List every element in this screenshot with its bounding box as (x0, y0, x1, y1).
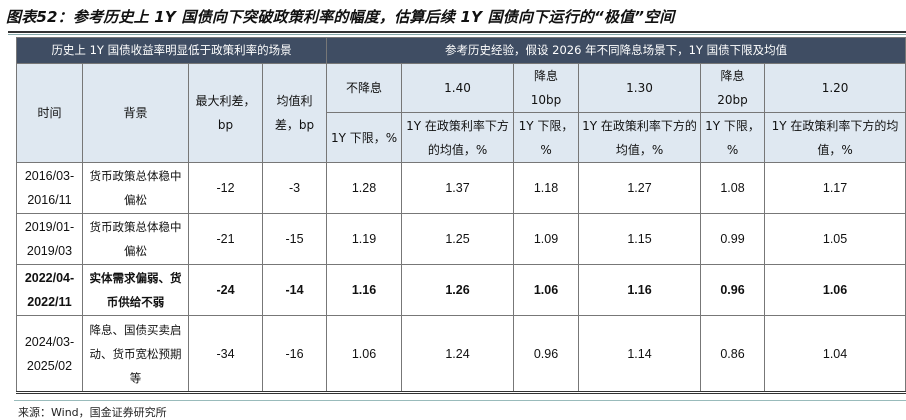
max-spread-cell: -21 (188, 213, 263, 265)
value-cell: 1.16 (326, 264, 403, 316)
background-cell: 降息、国债买卖启动、货币宽松预期等 (82, 315, 189, 393)
value-cell: 1.04 (764, 315, 906, 393)
value-cell: 0.96 (513, 315, 580, 393)
value-cell: 1.16 (578, 264, 702, 316)
col-time: 时间 (16, 63, 83, 163)
value-cell: 0.86 (700, 315, 766, 393)
mean-spread-cell: -14 (261, 264, 328, 316)
scenario-rate: 1.40 (401, 63, 515, 113)
col-background: 背景 (82, 63, 189, 163)
value-cell: 1.05 (764, 213, 906, 265)
time-cell: 2016/03-2016/11 (16, 162, 83, 214)
value-cell: 1.27 (578, 162, 702, 214)
max-spread-cell: -12 (188, 162, 263, 214)
value-cell: 1.24 (401, 315, 515, 393)
table-row: 2022/04-2022/11 实体需求偏弱、货币供给不弱 -24 -14 1.16 1.… (16, 264, 906, 316)
max-spread-cell: -24 (188, 264, 263, 316)
source-rule (14, 400, 906, 401)
table-row: 2019/01-2019/03 货币政策总体稳中偏松 -21 -15 1.19 1.25 1… (16, 213, 906, 265)
scenario-rate: 1.30 (578, 63, 702, 113)
value-cell: 1.28 (326, 162, 403, 214)
scenario-name: 不降息 (326, 63, 403, 113)
sub-mean: 1Y 在政策利率下方的均值，% (764, 112, 906, 163)
value-cell: 1.08 (700, 162, 766, 214)
value-cell: 1.06 (513, 264, 580, 316)
source-note: 来源：Wind，国金证券研究所 (18, 406, 167, 419)
time-cell: 2019/01-2019/03 (16, 213, 83, 265)
figure-title: 图表52：参考历史上 1Y 国债向下突破政策利率的幅度，估算后续 1Y 国债向下… (6, 8, 675, 26)
col-mean-spread: 均值利差，bp (261, 63, 328, 163)
scenario-name: 降息 10bp (513, 63, 580, 113)
left-group-header: 历史上 1Y 国债收益率明显低于政策利率的场景 (15, 37, 328, 64)
right-group-header: 参考历史经验，假设 2026 年不同降息场景下，1Y 国债下限及均值 (326, 37, 906, 64)
sub-lower: 1Y 下限，% (513, 112, 580, 163)
value-cell: 1.18 (513, 162, 580, 214)
value-cell: 1.06 (326, 315, 403, 393)
mean-spread-cell: -16 (261, 315, 328, 393)
value-cell: 1.37 (401, 162, 515, 214)
time-cell: 2022/04-2022/11 (16, 264, 83, 316)
background-cell: 货币政策总体稳中偏松 (82, 213, 189, 265)
sub-mean: 1Y 在政策利率下方的均值，% (578, 112, 702, 163)
value-cell: 0.96 (700, 264, 766, 316)
mean-spread-cell: -3 (261, 162, 328, 214)
background-cell: 货币政策总体稳中偏松 (82, 162, 189, 214)
value-cell: 1.09 (513, 213, 580, 265)
scenario-name: 降息 20bp (700, 63, 766, 113)
value-cell: 1.26 (401, 264, 515, 316)
col-max-spread: 最大利差，bp (188, 63, 263, 163)
sub-mean: 1Y 在政策利率下方的均值，% (401, 112, 515, 163)
table-row: 2016/03-2016/11 货币政策总体稳中偏松 -12 -3 1.28 1.37 1.… (16, 162, 906, 214)
time-cell: 2024/03-2025/02 (16, 315, 83, 393)
sub-lower: 1Y 下限，% (700, 112, 766, 163)
table-row: 2024/03-2025/02 降息、国债买卖启动、货币宽松预期等 -34 -16 1.… (16, 315, 906, 393)
value-cell: 1.06 (764, 264, 906, 316)
value-cell: 1.19 (326, 213, 403, 265)
value-cell: 1.15 (578, 213, 702, 265)
sub-lower: 1Y 下限，% (326, 112, 403, 163)
value-cell: 0.99 (700, 213, 766, 265)
scenario-rate: 1.20 (764, 63, 906, 113)
value-cell: 1.17 (764, 162, 906, 214)
value-cell: 1.25 (401, 213, 515, 265)
max-spread-cell: -34 (188, 315, 263, 393)
data-table: 历史上 1Y 国债收益率明显低于政策利率的场景 参考历史经验，假设 2026 年… (15, 37, 906, 394)
mean-spread-cell: -15 (261, 213, 328, 265)
background-cell: 实体需求偏弱、货币供给不弱 (82, 264, 189, 316)
value-cell: 1.14 (578, 315, 702, 393)
title-rule (8, 31, 906, 35)
